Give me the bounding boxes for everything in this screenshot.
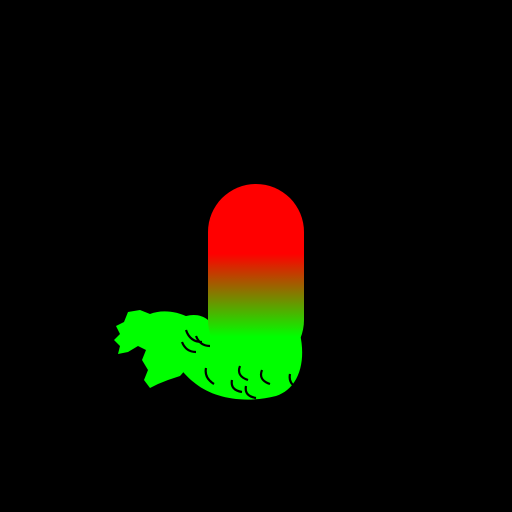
scale — [230, 379, 243, 394]
scale — [259, 369, 271, 386]
tail-scales — [180, 329, 299, 400]
scale — [180, 341, 197, 354]
scale — [237, 365, 249, 382]
mermaid-body — [208, 184, 304, 368]
scale — [244, 385, 257, 400]
scale — [288, 373, 299, 390]
scale — [194, 335, 211, 348]
scale — [204, 367, 215, 385]
